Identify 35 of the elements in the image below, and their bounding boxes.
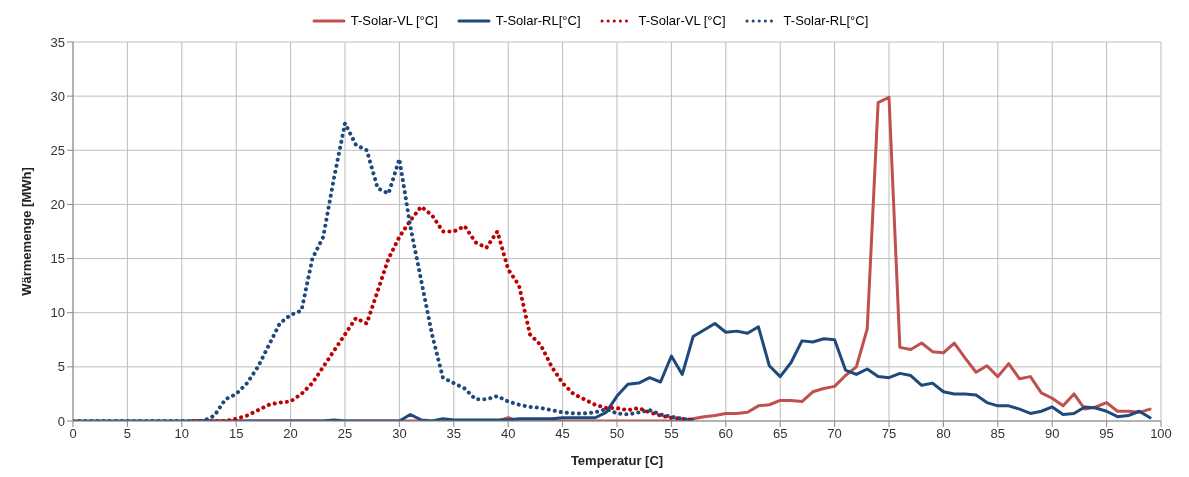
y-tick-label: 20	[50, 197, 65, 213]
x-tick-label: 20	[283, 426, 298, 442]
y-tick-label: 5	[57, 359, 65, 375]
x-tick-label: 10	[174, 426, 190, 442]
x-tick-label: 65	[772, 426, 788, 442]
x-tick-label: 60	[718, 426, 734, 442]
legend-label: T-Solar-VL [°C]	[350, 13, 438, 28]
x-tick-label: 55	[664, 426, 679, 442]
y-tick-label: 15	[50, 251, 65, 267]
x-tick-label: 15	[228, 426, 244, 442]
y-tick-label: 25	[50, 142, 65, 158]
x-tick-label: 80	[936, 426, 951, 442]
x-tick-label: 0	[69, 426, 77, 442]
y-axis-title: Wärmemenge [MWh]	[18, 167, 34, 296]
y-tick-label: 30	[50, 88, 65, 104]
legend-label: T-Solar-VL [°C]	[638, 13, 726, 28]
x-tick-label: 50	[609, 426, 625, 442]
x-tick-label: 70	[827, 426, 842, 442]
x-axis-title: Temperatur [C]	[570, 453, 664, 468]
x-tick-label: 5	[123, 426, 132, 442]
x-tick-label: 35	[446, 426, 462, 442]
x-tick-label: 100	[1150, 426, 1172, 442]
x-tick-label: 45	[555, 426, 570, 442]
legend-label: T-Solar-RL[°C]	[783, 13, 869, 28]
legend-label: T-Solar-RL[°C]	[495, 13, 581, 28]
x-tick-label: 95	[1099, 426, 1114, 442]
x-tick-label: 30	[392, 426, 407, 442]
x-tick-label: 85	[990, 426, 1006, 442]
x-tick-label: 40	[500, 426, 516, 442]
y-tick-label: 10	[50, 305, 65, 321]
x-tick-label: 25	[337, 426, 353, 442]
x-tick-label: 90	[1044, 426, 1060, 442]
y-tick-label: 0	[57, 413, 65, 429]
y-tick-label: 35	[50, 34, 65, 50]
x-tick-label: 75	[881, 426, 897, 442]
